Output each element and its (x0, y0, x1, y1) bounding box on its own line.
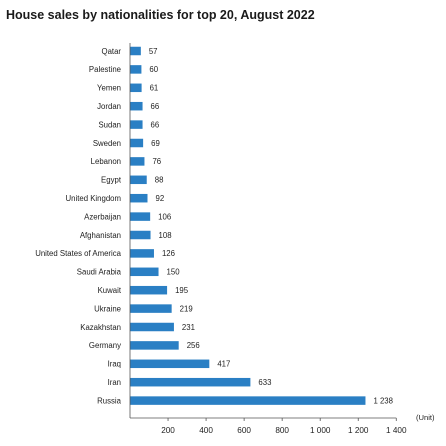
value-label: 88 (155, 176, 164, 185)
x-tick-label: 1 200 (348, 426, 369, 435)
bar (130, 101, 143, 111)
category-label: Kazakhstan (80, 323, 121, 332)
x-tick-label: 1 400 (386, 426, 407, 435)
category-label: United States of America (35, 249, 121, 258)
category-label: Germany (89, 341, 121, 350)
category-labels: Qatar Palestine Yemen Jordan Sudan Sweden Leba… (35, 47, 122, 406)
bar (130, 341, 179, 350)
x-tick-label: 600 (237, 426, 251, 435)
value-label: 92 (155, 194, 164, 203)
bar (130, 396, 366, 405)
bar (130, 193, 148, 203)
bar (130, 157, 145, 166)
value-label: 108 (159, 231, 172, 240)
category-label: Jordan (97, 102, 121, 111)
value-label: 69 (151, 139, 160, 148)
value-label: 417 (217, 360, 230, 369)
bar (130, 212, 151, 221)
bar (130, 377, 251, 387)
value-label: 66 (151, 102, 160, 111)
category-label: Azerbaijan (84, 212, 121, 221)
value-label: 57 (149, 47, 158, 56)
x-axis-ticks: 200 400 600 800 1 000 1 200 1 400 (161, 418, 407, 435)
bar (130, 230, 151, 240)
bar (130, 267, 159, 277)
value-labels: 57 60 61 66 66 69 76 88 92 106 108 126 150 195 219 231 2… (149, 47, 393, 406)
bar (130, 65, 142, 74)
category-label: Qatar (102, 47, 122, 56)
bar (130, 249, 154, 258)
bar (130, 304, 172, 313)
x-tick-label: 200 (161, 426, 175, 435)
category-label: Saudi Arabia (77, 268, 122, 277)
category-label: Ukraine (94, 304, 121, 313)
bar (130, 83, 142, 93)
value-label: 1 238 (373, 396, 393, 405)
bar (130, 120, 143, 129)
value-label: 106 (158, 212, 171, 221)
category-label: Palestine (89, 65, 121, 74)
category-label: Yemen (97, 84, 121, 93)
unit-label: (Unit) (416, 413, 435, 422)
value-label: 76 (152, 157, 161, 166)
x-tick-label: 800 (275, 426, 289, 435)
category-label: Iran (108, 378, 121, 387)
bar (130, 285, 168, 295)
bar (130, 138, 144, 148)
value-label: 633 (258, 378, 271, 387)
value-label: 256 (187, 341, 200, 350)
value-label: 150 (167, 268, 181, 277)
value-label: 126 (162, 249, 175, 258)
category-label: Afghanistan (80, 231, 121, 240)
bar (130, 322, 174, 332)
bar (130, 175, 147, 185)
category-label: Kuwait (98, 286, 122, 295)
category-label: Sudan (98, 120, 121, 129)
x-tick-label: 1 000 (310, 426, 331, 435)
category-label: United Kingdom (66, 194, 121, 203)
category-label: Egypt (101, 176, 122, 185)
category-label: Russia (97, 396, 121, 405)
bar (130, 359, 210, 369)
category-label: Iraq (108, 360, 121, 369)
bar (130, 46, 141, 56)
value-label: 66 (151, 120, 160, 129)
chart-title: House sales by nationalities for top 20,… (6, 8, 315, 22)
value-label: 61 (150, 84, 159, 93)
value-label: 219 (180, 304, 193, 313)
category-label: Sweden (93, 139, 121, 148)
value-label: 195 (175, 286, 189, 295)
bars (130, 46, 366, 405)
value-label: 60 (149, 65, 158, 74)
category-label: Lebanon (91, 157, 121, 166)
value-label: 231 (182, 323, 195, 332)
x-tick-label: 400 (199, 426, 213, 435)
